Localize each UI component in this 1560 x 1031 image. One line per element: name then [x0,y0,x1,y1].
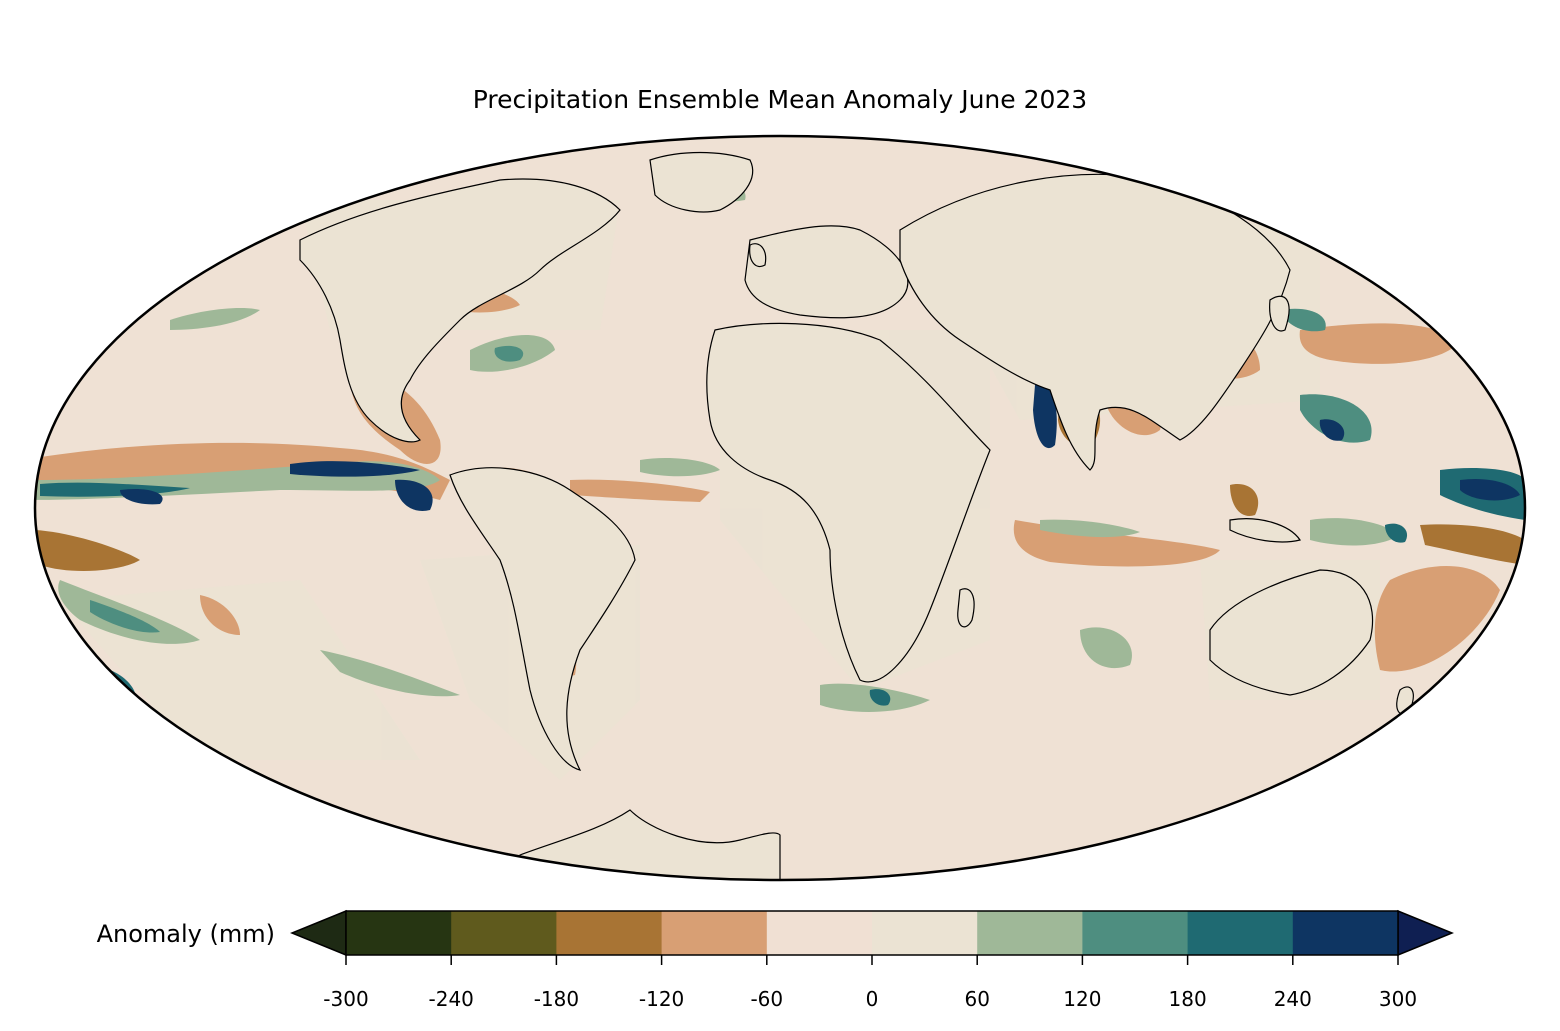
colorbar-bin [1082,911,1189,955]
globe-outline [33,134,1527,882]
colorbar-tick-label: 300 [1379,987,1417,1011]
colorbar-bin [661,911,768,955]
japan-outline [1269,295,1290,332]
map-content [35,151,1525,880]
coastlines [299,151,1414,880]
colorbar-tick-label: -120 [639,987,684,1011]
anomaly-south-pacific-wet [58,580,201,644]
colorbar-tick-label: -240 [429,987,474,1011]
anomaly-indian-ocean-wet [1040,519,1140,538]
anomaly-west-pacific-wet [1300,394,1372,443]
anomaly-south-pacific [200,595,240,635]
map-area [33,134,1527,882]
colorbar-bin [346,911,452,955]
madagascar-outline [957,588,975,628]
colorbar-bin [1187,911,1294,955]
anomaly-west-pacific-north [1299,323,1460,364]
anomaly-south-indian-wet [1080,627,1132,669]
anomaly-sea-africa [1230,484,1259,516]
colorbar-bin [1292,911,1399,955]
anomaly-arabian-sea-wet [1033,384,1057,449]
anomaly-east-pacific-south [35,530,140,572]
anomaly-atlantic-band [570,479,710,502]
anomaly-pacific-south-equator [1420,524,1525,565]
north-america-outline [299,178,621,443]
colorbar-tick-label: 0 [866,987,879,1011]
indonesia-outline [1229,518,1301,543]
colorbar-bin [451,911,557,955]
uk-outline [749,243,767,267]
colorbar-tick-label: -300 [323,987,368,1011]
australia-outline [1209,569,1374,696]
colorbar-bin [766,911,873,955]
anomaly-positive [35,174,1525,712]
antarctica-outline [519,809,781,880]
anomaly-maritime-continent-wet [1310,518,1400,546]
anomaly-southern-pacific-band [320,650,460,697]
colorbar-over-arrow [1397,909,1454,957]
south-america-outline [449,467,636,771]
colorbar-tick-label: 60 [964,987,989,1011]
africa-outline [706,322,991,683]
colorbar-tick-label: 240 [1274,987,1312,1011]
colorbar: Anomaly (mm) -300 -240 -180 -120 -60 0 60 120 18… [97,909,1454,1011]
colorbar-tick-label: 180 [1169,987,1207,1011]
colorbar-bin [872,911,978,955]
europe-outline [744,225,909,319]
anomaly-japan-wet [1280,308,1326,332]
anomaly-australia-east [1374,566,1500,672]
chart-title: Precipitation Ensemble Mean Anomaly June… [473,85,1087,114]
colorbar-bin [977,911,1083,955]
colorbar-tick-label: -180 [534,987,579,1011]
colorbar-under-arrow [290,909,347,957]
colorbar-label: Anomaly (mm) [97,920,275,948]
colorbar-tick-label: 120 [1063,987,1101,1011]
anomaly-north-pacific-wet [170,308,260,330]
greenland-outline [649,151,754,213]
colorbar-bin [556,911,663,955]
anomaly-west-africa-wet [640,458,720,477]
colorbar-tick-label: -60 [750,987,783,1011]
